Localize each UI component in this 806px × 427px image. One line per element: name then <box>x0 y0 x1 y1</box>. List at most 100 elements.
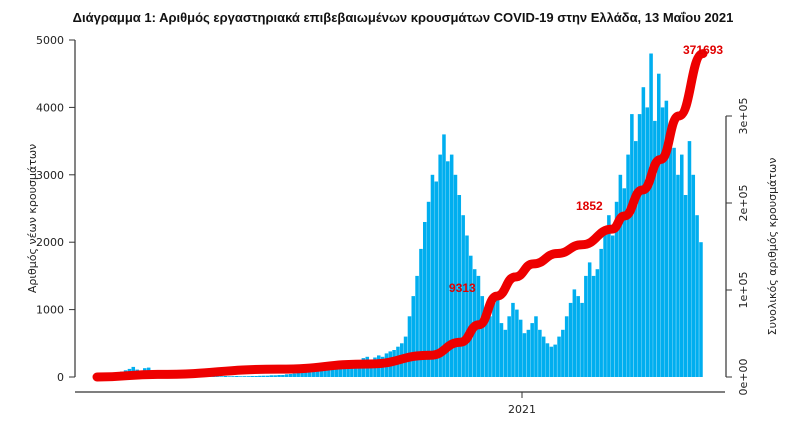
daily-bar <box>242 376 247 377</box>
daily-bar <box>461 215 465 377</box>
daily-bar <box>499 323 504 377</box>
daily-bar <box>653 120 657 378</box>
daily-bar <box>469 255 473 377</box>
daily-bar <box>657 73 661 377</box>
daily-bar <box>557 336 561 377</box>
daily-bar <box>480 296 485 377</box>
daily-bar <box>238 376 243 377</box>
daily-bar <box>434 181 439 377</box>
daily-bar <box>595 269 600 377</box>
left-y-tick-label: 0 <box>57 371 64 384</box>
cumulative-annotation: 1852 <box>576 199 603 213</box>
daily-bar <box>292 373 297 377</box>
daily-bar <box>446 161 450 377</box>
daily-bar <box>342 365 347 377</box>
daily-bar <box>265 375 270 377</box>
daily-bar <box>511 302 515 377</box>
left-y-tick-label: 2000 <box>36 236 64 249</box>
daily-bar <box>695 215 699 377</box>
daily-bar <box>518 319 523 377</box>
daily-bar <box>284 374 289 377</box>
daily-bar <box>296 373 300 377</box>
right-y-axis-title: Συνολικός αριθμός κρουσμάτων <box>766 158 779 336</box>
daily-bar <box>664 100 669 377</box>
cumulative-line-path <box>92 49 708 382</box>
daily-bar <box>246 376 251 377</box>
daily-bar <box>319 368 324 377</box>
daily-bar <box>300 372 304 377</box>
daily-bar <box>495 296 500 377</box>
daily-bar <box>645 107 650 378</box>
daily-bar <box>699 242 703 377</box>
right-y-tick-label: 0e+00 <box>737 359 750 396</box>
daily-bar <box>323 366 327 377</box>
annotations: 9313 1852 371693 <box>449 43 723 295</box>
daily-bar <box>215 376 220 377</box>
daily-bar <box>331 363 335 377</box>
daily-bar <box>549 346 554 377</box>
right-y-tick-label: 2e+05 <box>737 185 750 222</box>
daily-bar <box>231 376 235 377</box>
daily-bar <box>227 376 231 377</box>
daily-bar <box>660 107 665 378</box>
daily-bar <box>219 376 224 377</box>
daily-bar <box>545 343 550 377</box>
daily-bar <box>622 188 627 377</box>
daily-bar <box>676 174 680 377</box>
daily-bar <box>599 248 603 377</box>
daily-bar <box>415 275 419 377</box>
daily-bar <box>610 235 615 377</box>
daily-bar <box>277 375 281 377</box>
left-y-tick-label: 3000 <box>36 169 64 182</box>
left-y-tick-label: 4000 <box>36 101 64 114</box>
daily-bar <box>254 376 258 377</box>
cumulative-cases-line <box>92 49 708 382</box>
daily-bar <box>572 289 577 377</box>
cumulative-annotation: 371693 <box>683 43 723 57</box>
daily-bar <box>630 114 634 377</box>
daily-bar <box>346 363 350 377</box>
daily-bar <box>683 195 688 377</box>
daily-bar <box>668 134 673 377</box>
daily-bar <box>538 329 542 377</box>
left-y-tick-label: 1000 <box>36 304 64 317</box>
daily-bar <box>307 370 312 377</box>
daily-cases-bars <box>97 53 703 378</box>
daily-bar <box>515 309 519 377</box>
x-tick-label: 2021 <box>508 403 536 416</box>
daily-bar <box>607 215 611 377</box>
daily-bar <box>492 302 496 377</box>
daily-bar <box>411 296 416 377</box>
daily-bar <box>587 262 592 377</box>
daily-bar <box>449 154 454 377</box>
daily-bar <box>442 134 446 377</box>
daily-bar <box>530 323 534 377</box>
daily-bar <box>580 302 584 377</box>
daily-bar <box>338 366 343 377</box>
daily-bar <box>304 371 308 377</box>
right-y-tick-label: 1e+05 <box>737 272 750 309</box>
daily-bar <box>250 376 254 377</box>
axes: 0 1000 2000 3000 4000 5000 Αριθμός νέων κρουσμ… <box>26 34 779 416</box>
daily-bar <box>407 316 412 377</box>
daily-bar <box>430 174 435 377</box>
daily-bar <box>235 376 239 377</box>
daily-bar <box>603 228 607 377</box>
daily-bar <box>453 174 458 377</box>
daily-bar <box>507 316 511 377</box>
daily-bar <box>614 201 619 377</box>
daily-bar <box>419 248 423 377</box>
daily-bar <box>457 195 462 377</box>
left-y-tick-label: 5000 <box>36 34 64 47</box>
daily-bar <box>484 309 488 377</box>
daily-bar <box>273 375 277 377</box>
daily-bar <box>281 375 285 377</box>
daily-bar <box>564 316 569 377</box>
daily-bar <box>258 375 262 377</box>
daily-bar <box>672 147 676 377</box>
daily-bar <box>561 329 565 377</box>
daily-bar <box>649 53 653 377</box>
daily-bar <box>488 316 492 377</box>
daily-bar <box>465 235 469 377</box>
